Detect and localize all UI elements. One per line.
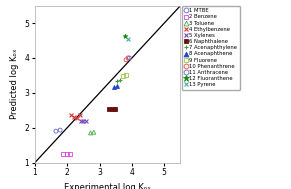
- Point: [117, 78, 122, 81]
- X-axis label: Experimental log Kₒₓ: Experimental log Kₒₓ: [64, 183, 151, 189]
- Y-axis label: Predicted log Kₒₓ: Predicted log Kₒₓ: [10, 49, 19, 119]
- Point: [69, 114, 73, 117]
- Point: [88, 131, 93, 134]
- Point: [107, 107, 112, 110]
- Point: [126, 37, 130, 40]
- Point: [124, 74, 128, 77]
- Point: [115, 79, 120, 82]
- Point: [126, 57, 130, 60]
- Point: [71, 115, 76, 118]
- Point: [79, 120, 83, 123]
- Point: [74, 116, 79, 119]
- Point: [84, 120, 88, 123]
- Point: [58, 129, 63, 132]
- Point: [64, 152, 69, 155]
- Point: [91, 131, 96, 134]
- Point: [123, 35, 127, 38]
- Point: [127, 57, 132, 60]
- Point: [61, 152, 66, 155]
- Legend: 1 MTBE, 2 Benzene, 3 Toluene, 4 Ethylbenzene, 5 Xylenes, 6 Naphthalene, 7 Acenap: 1 MTBE, 2 Benzene, 3 Toluene, 4 Ethylben…: [182, 6, 240, 90]
- Point: [54, 130, 58, 133]
- Point: [68, 152, 72, 155]
- Point: [112, 85, 116, 88]
- Point: [114, 84, 119, 87]
- Point: [81, 120, 86, 123]
- Point: [113, 107, 118, 110]
- Point: [124, 58, 128, 61]
- Point: [77, 114, 82, 117]
- Point: [110, 107, 115, 110]
- Point: [120, 75, 125, 78]
